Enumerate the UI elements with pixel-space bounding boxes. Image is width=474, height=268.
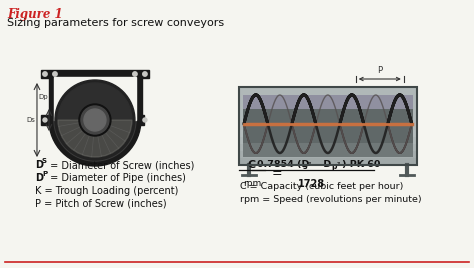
Text: 0.7854 (D: 0.7854 (D: [257, 160, 309, 169]
Bar: [54, 77, 136, 120]
Text: P = Pitch of Screw (inches): P = Pitch of Screw (inches): [35, 199, 166, 209]
Text: C = Capacity (cubic feet per hour): C = Capacity (cubic feet per hour): [240, 182, 403, 191]
Bar: [239, 144, 417, 151]
Wedge shape: [49, 120, 141, 166]
Bar: [49, 78, 55, 123]
Bar: [41, 115, 49, 125]
Text: rpm: rpm: [243, 179, 261, 188]
Text: P: P: [377, 66, 383, 75]
Bar: [239, 151, 417, 158]
Text: P: P: [42, 171, 47, 177]
Text: = Diameter of Screw (inches): = Diameter of Screw (inches): [47, 160, 194, 170]
Text: ²: ²: [337, 161, 340, 170]
Circle shape: [43, 72, 47, 76]
Bar: [243, 143, 413, 157]
Bar: [239, 158, 417, 165]
Circle shape: [53, 72, 57, 76]
Text: rpm = Speed (revolutions per minute): rpm = Speed (revolutions per minute): [240, 195, 421, 204]
Circle shape: [143, 72, 147, 76]
Text: C: C: [248, 160, 256, 170]
Circle shape: [55, 80, 135, 160]
Bar: [239, 87, 417, 165]
Bar: [243, 95, 413, 157]
Text: Ds: Ds: [26, 117, 35, 123]
Text: ) PK 60: ) PK 60: [342, 160, 380, 169]
Text: - D: - D: [313, 160, 331, 169]
Text: =: =: [272, 167, 283, 180]
Text: 1728: 1728: [298, 179, 325, 189]
Text: S: S: [42, 158, 47, 164]
Circle shape: [79, 104, 111, 136]
Bar: [239, 87, 417, 165]
Bar: [243, 95, 413, 109]
Bar: [136, 78, 142, 123]
Text: Sizing parameters for screw conveyors: Sizing parameters for screw conveyors: [7, 18, 224, 28]
Text: Figure 1: Figure 1: [7, 8, 63, 21]
Text: K = Trough Loading (percent): K = Trough Loading (percent): [35, 186, 178, 196]
Bar: [239, 137, 417, 144]
Text: p: p: [332, 162, 337, 171]
Text: = Diameter of Pipe (inches): = Diameter of Pipe (inches): [47, 173, 186, 183]
Text: D: D: [35, 160, 43, 170]
Bar: [41, 70, 149, 78]
Bar: [136, 115, 144, 125]
Text: Dp: Dp: [38, 94, 48, 100]
Circle shape: [143, 118, 147, 122]
Bar: [239, 130, 417, 137]
Circle shape: [58, 83, 132, 157]
Circle shape: [81, 106, 109, 134]
Circle shape: [43, 118, 47, 122]
Text: s: s: [303, 162, 307, 171]
Wedge shape: [58, 120, 132, 157]
Text: ²: ²: [308, 161, 311, 170]
Circle shape: [133, 72, 137, 76]
Text: D: D: [35, 173, 43, 183]
Circle shape: [84, 109, 106, 131]
Wedge shape: [54, 120, 136, 161]
